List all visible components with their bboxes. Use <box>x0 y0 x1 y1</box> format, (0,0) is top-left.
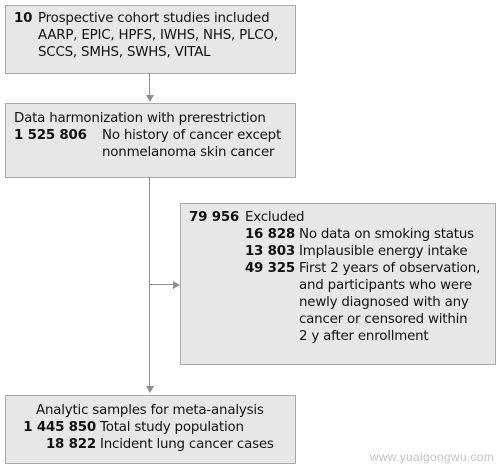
cohort-study-list-1: AARP, EPIC, HPFS, IWHS, NHS, PLCO, <box>38 28 278 43</box>
excluded-item-text: No data on smoking status <box>299 227 474 242</box>
excluded-item-count: 16 828 <box>244 227 295 242</box>
excluded-item-line: cancer or censored within <box>299 312 468 327</box>
excluded-item-count: 49 325 <box>244 261 295 276</box>
excluded-item-observation: 49 325 First 2 years of observation, and… <box>189 260 487 345</box>
harmonization-criteria-line-1: No history of cancer except <box>102 128 282 143</box>
analytic-samples-title: Analytic samples for meta-analysis <box>36 403 264 418</box>
connector-2-4 <box>149 178 150 387</box>
excluded-item-text: Implausible energy intake <box>299 244 468 259</box>
arrow-head-2-4 <box>145 386 154 393</box>
excluded-box: 79 956 Excluded 16 828 No data on smokin… <box>180 203 496 365</box>
excluded-header-row: 79 956 Excluded <box>189 209 487 226</box>
analytic-samples-box: Analytic samples for meta-analysis 1 445… <box>5 395 296 464</box>
arrow-head-excluded <box>173 280 180 289</box>
harmonization-count: 1 525 806 <box>14 128 87 143</box>
analytic-cases-label: Incident lung cancer cases <box>100 437 274 452</box>
arrow-head-1-2 <box>145 95 154 102</box>
harmonization-criteria: No history of cancer except nonmelanoma … <box>102 127 281 161</box>
cohort-studies-row: 10 Prospective cohort studies included <box>14 10 287 27</box>
watermark-text: www.yuaigongwu.com <box>369 450 494 464</box>
cohort-study-list-2: SCCS, SMHS, SWHS, VITAL <box>38 45 211 60</box>
analytic-cases-count: 18 822 <box>45 437 96 452</box>
excluded-item-smoking: 16 828 No data on smoking status <box>189 226 487 243</box>
analytic-total-label: Total study population <box>100 420 244 435</box>
harmonization-criteria-line-2: nonmelanoma skin cancer <box>102 145 275 160</box>
excluded-item-line: First 2 years of observation, <box>299 261 481 276</box>
connector-to-excluded <box>149 284 173 285</box>
connector-1-2 <box>149 74 150 96</box>
harmonization-box: Data harmonization with prerestriction 1… <box>5 103 296 178</box>
excluded-item-energy: 13 803 Implausible energy intake <box>189 243 487 260</box>
harmonization-row: 1 525 806 No history of cancer except no… <box>14 127 287 161</box>
analytic-row-cases: 18 822 Incident lung cancer cases <box>14 436 287 453</box>
excluded-item-line: newly diagnosed with any <box>299 295 469 310</box>
excluded-label: Excluded <box>245 210 305 225</box>
excluded-item-line: 2 y after enrollment <box>299 329 429 344</box>
cohort-count: 10 <box>14 11 33 26</box>
harmonization-title: Data harmonization with prerestriction <box>14 111 266 126</box>
analytic-row-total: 1 445 850 Total study population <box>14 419 287 436</box>
excluded-count: 79 956 <box>189 210 240 225</box>
cohort-studies-box: 10 Prospective cohort studies included A… <box>5 5 296 74</box>
cohort-label: Prospective cohort studies included <box>38 11 270 26</box>
analytic-total-count: 1 445 850 <box>23 420 96 435</box>
excluded-item-line: and participants who were <box>299 278 472 293</box>
excluded-item-count: 13 803 <box>244 244 295 259</box>
excluded-item-text: First 2 years of observation, and partic… <box>299 260 480 345</box>
